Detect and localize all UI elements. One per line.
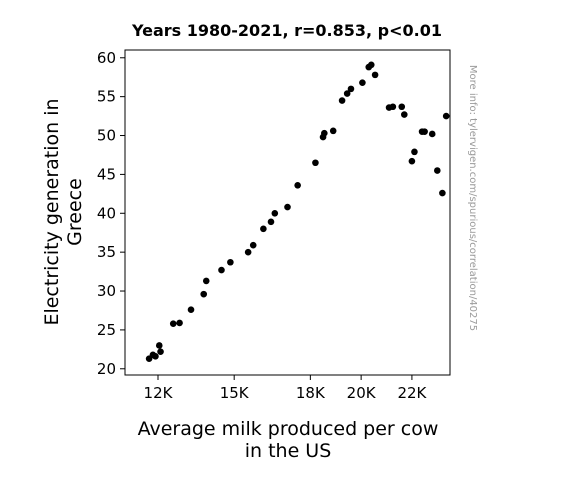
data-point — [187, 306, 195, 313]
data-point — [389, 103, 397, 111]
data-point — [442, 112, 450, 120]
data-point — [343, 90, 351, 97]
plot-frame — [124, 49, 451, 376]
data-point — [321, 129, 328, 137]
y-tick-label: 25 — [97, 321, 116, 339]
y-tick-label: 30 — [97, 282, 116, 300]
x-tick-label: 22K — [397, 384, 427, 402]
x-tick-label: 20K — [347, 384, 377, 402]
data-point — [338, 97, 346, 104]
x-axis-label-line-2: in the US — [245, 440, 332, 462]
data-points — [145, 61, 450, 362]
data-point — [244, 248, 252, 256]
y-tick-label: 45 — [97, 165, 116, 183]
y-tick-label: 40 — [97, 204, 116, 222]
data-point — [249, 241, 257, 249]
data-point — [439, 189, 446, 197]
chart-title: Years 1980-2021, r=0.853, p<0.01 — [131, 21, 442, 40]
data-point — [371, 71, 379, 79]
y-tick-label: 20 — [97, 360, 116, 378]
data-point — [398, 103, 406, 111]
data-point — [202, 277, 210, 285]
data-point — [267, 218, 275, 226]
y-tick-label: 60 — [97, 49, 116, 67]
x-axis-ticks: 12K 15K 18K 20K 22K — [144, 375, 428, 402]
y-tick-label: 35 — [97, 243, 116, 261]
data-point — [411, 148, 418, 156]
data-point — [428, 130, 436, 138]
y-axis-label-line-1: Electricity generation in — [41, 98, 63, 325]
data-point — [434, 167, 441, 174]
y-axis-label-line-2: Greece — [64, 178, 86, 246]
x-tick-label: 12K — [144, 384, 174, 402]
x-tick-label: 15K — [220, 384, 250, 402]
data-point — [347, 85, 355, 93]
data-point — [284, 203, 291, 211]
data-point — [271, 209, 279, 217]
data-point — [312, 159, 319, 167]
data-point — [176, 319, 183, 327]
data-point — [294, 181, 301, 189]
y-tick-label: 50 — [97, 127, 116, 145]
data-point — [400, 111, 408, 118]
data-point — [367, 61, 375, 69]
y-tick-label: 55 — [97, 88, 116, 106]
x-axis-label-line-1: Average milk produced per cow — [138, 418, 439, 440]
data-point — [152, 353, 159, 360]
watermark-text: More info: tylervigen.com/spurious/corre… — [467, 65, 478, 331]
x-tick-label: 18K — [296, 384, 326, 402]
data-point — [260, 225, 267, 233]
data-point — [227, 258, 234, 266]
data-point — [329, 127, 337, 135]
data-point — [169, 320, 177, 327]
data-point — [218, 266, 225, 274]
data-point — [200, 290, 208, 298]
y-axis-ticks: 20 25 30 35 40 45 50 55 60 — [97, 49, 125, 378]
data-point — [359, 79, 366, 86]
data-point — [421, 128, 428, 135]
data-point — [408, 157, 416, 165]
data-point — [155, 342, 163, 349]
data-point — [157, 348, 164, 355]
